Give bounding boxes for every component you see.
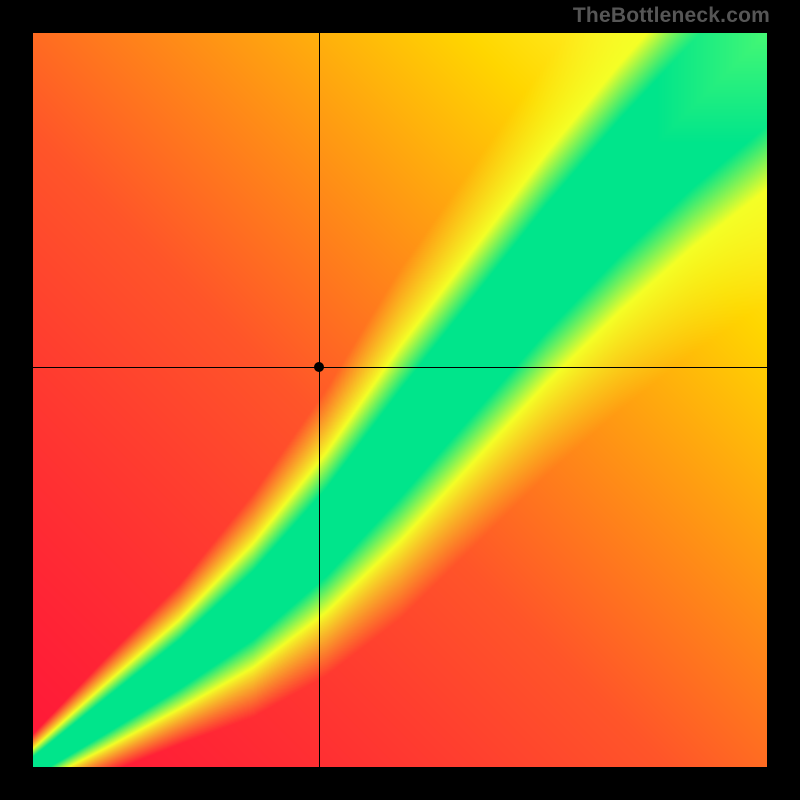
frame-left <box>0 0 33 800</box>
crosshair-vertical <box>319 33 320 767</box>
frame-bottom <box>0 767 800 800</box>
marker-point <box>314 362 324 372</box>
frame-right <box>767 0 800 800</box>
watermark-text: TheBottleneck.com <box>573 4 770 28</box>
heatmap-plot <box>33 33 767 767</box>
heatmap-canvas <box>33 33 767 767</box>
crosshair-horizontal <box>33 367 767 368</box>
